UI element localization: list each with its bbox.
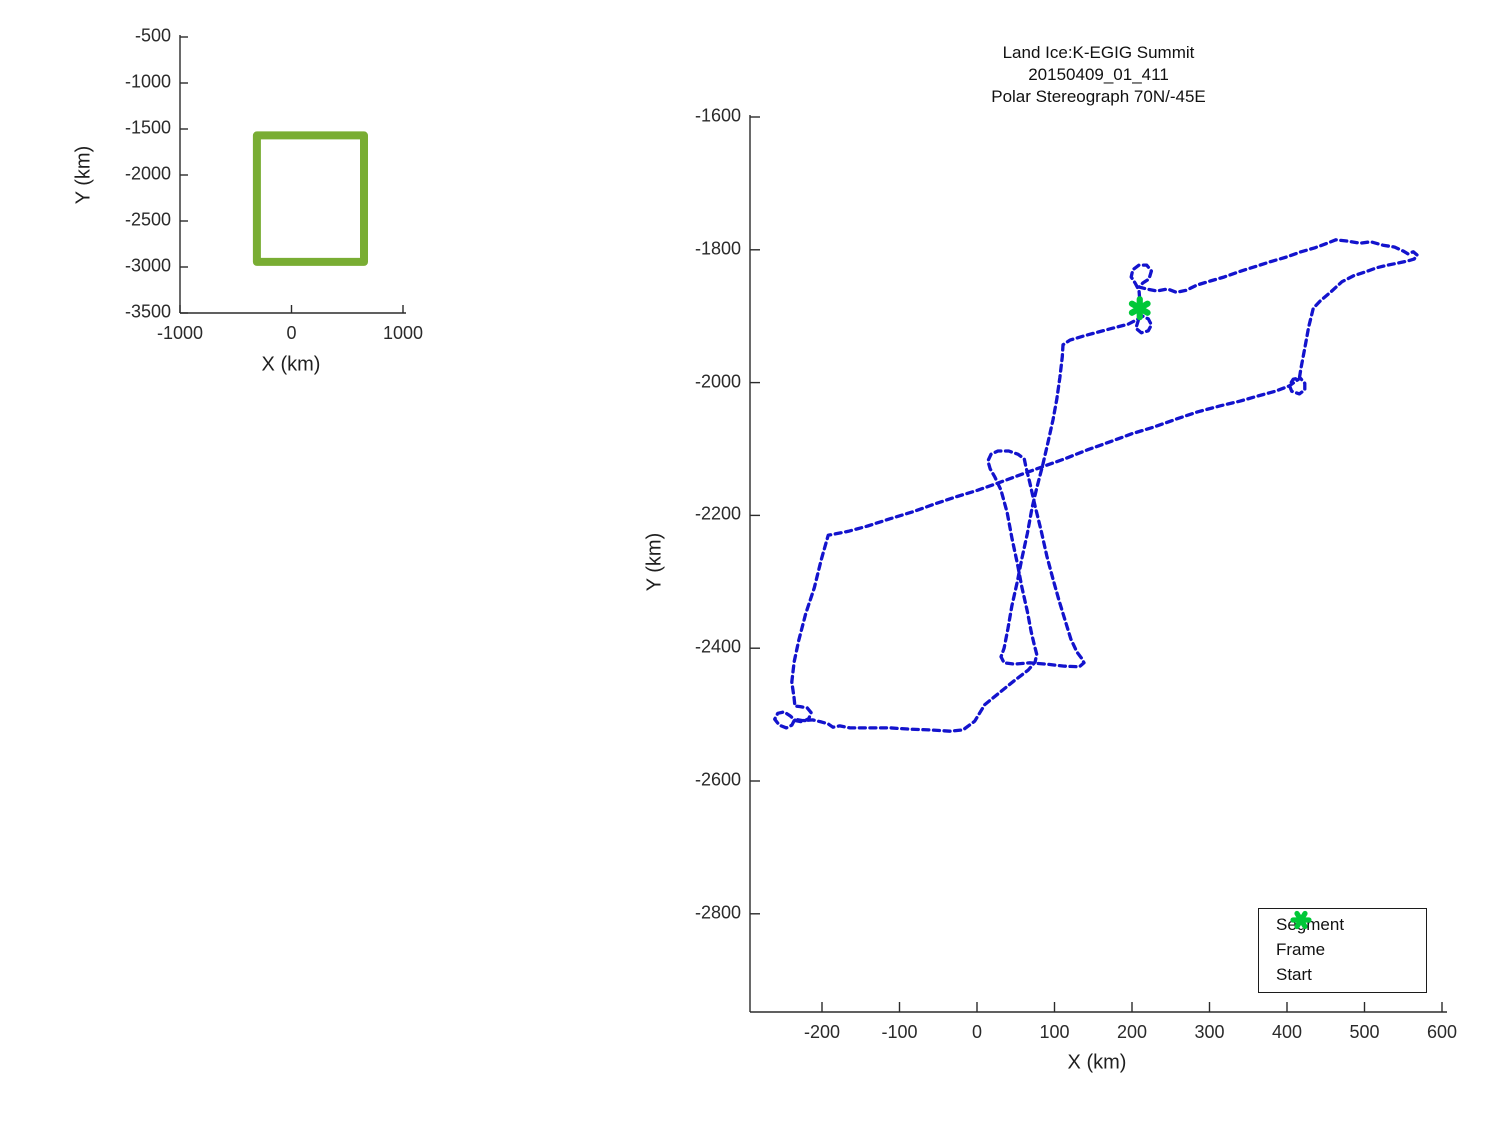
flight-x-axis-label: X (km) [1067,1051,1127,1074]
legend-row-segment: Segment [1259,912,1426,937]
legend-box: Segment Frame Start [1258,908,1427,993]
start-asterisk-icon [1290,910,1312,930]
overview-y-axis-label: Y (km) [72,145,95,205]
title-line-2: 20150409_01_411 [1028,65,1169,84]
start-marker-ray [1128,300,1151,316]
legend-label-frame: Frame [1276,939,1326,959]
legend-row-start: Start [1259,910,1426,987]
start-marker [1128,296,1151,321]
title-line-1: Land Ice:K-EGIG Summit [1002,43,1195,62]
flight-y-axis-label: Y (km) [643,532,666,592]
overview-series-coverage-box [252,131,368,266]
title-line-3: Polar Stereograph 70N/-45E [991,87,1206,106]
overview-x-axis-label: X (km) [261,353,321,376]
legend-row-frame: Frame [1259,917,1426,962]
legend-label-start: Start [1276,964,1312,984]
flight-plot-title: Land Ice:K-EGIG Summit 20150409_01_411 P… [750,42,1447,108]
flight-series-segment [773,238,1419,733]
